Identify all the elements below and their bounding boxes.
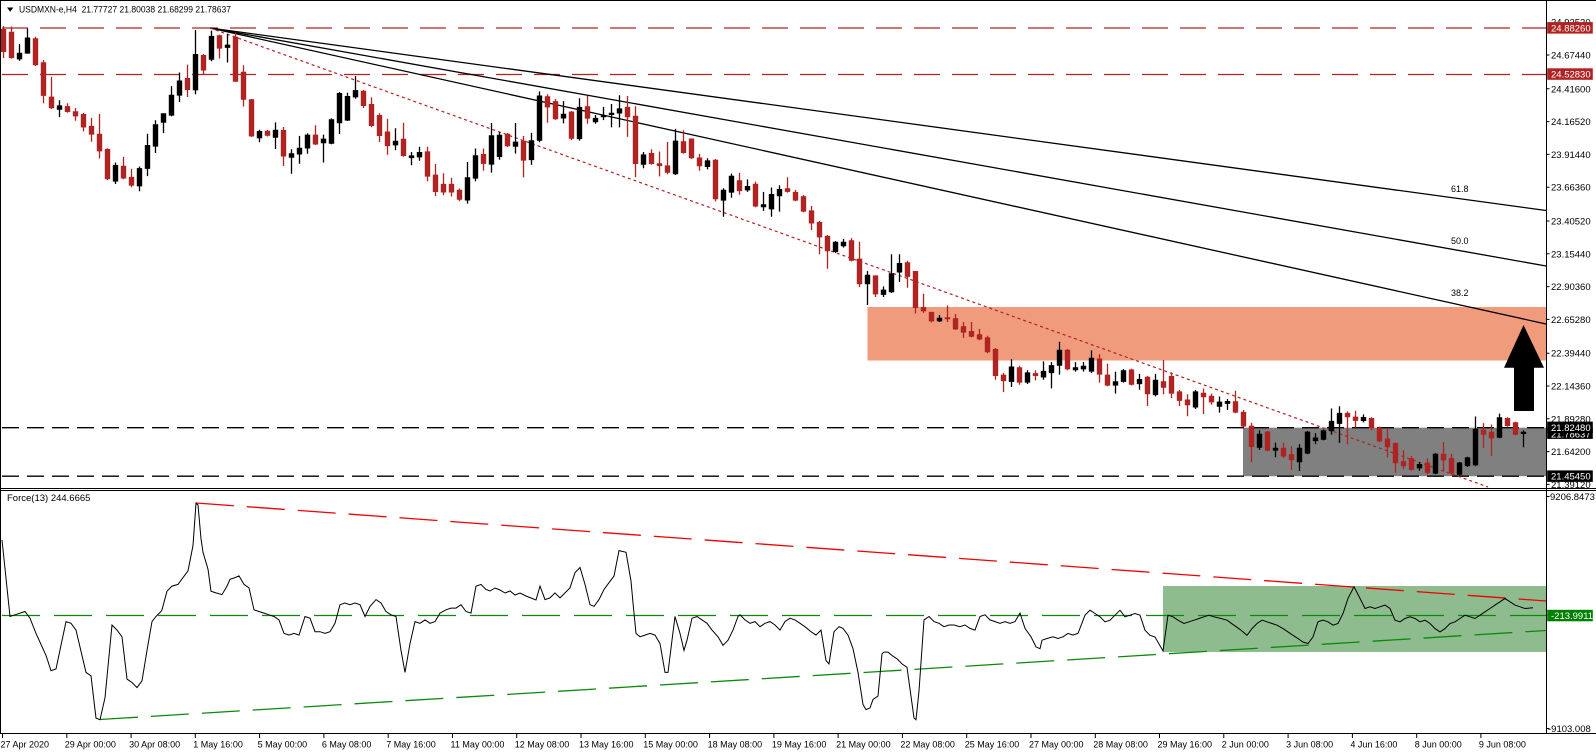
svg-text:38.2: 38.2 (1451, 288, 1469, 298)
svg-text:22 May 08:00: 22 May 08:00 (900, 740, 955, 750)
svg-text:21.82480: 21.82480 (1551, 423, 1591, 434)
svg-text:61.8: 61.8 (1451, 184, 1469, 194)
svg-text:12 May 08:00: 12 May 08:00 (515, 740, 570, 750)
svg-text:8 Jun 00:00: 8 Jun 00:00 (1415, 740, 1462, 750)
svg-text:13 May 16:00: 13 May 16:00 (579, 740, 634, 750)
svg-text:7 May 16:00: 7 May 16:00 (386, 740, 436, 750)
svg-text:27 Apr 2020: 27 Apr 2020 (1, 740, 50, 750)
svg-text:5 May 00:00: 5 May 00:00 (258, 740, 308, 750)
svg-text:-213.9911: -213.9911 (1551, 611, 1593, 622)
svg-text:22.14360: 22.14360 (1551, 382, 1591, 393)
svg-text:3 Jun 08:00: 3 Jun 08:00 (1286, 740, 1333, 750)
svg-text:23.66360: 23.66360 (1551, 183, 1591, 194)
svg-text:2 Jun 00:00: 2 Jun 00:00 (1222, 740, 1269, 750)
svg-text:1 May 16:00: 1 May 16:00 (193, 740, 243, 750)
svg-text:-9103.008: -9103.008 (1548, 724, 1591, 735)
svg-text:21.89280: 21.89280 (1551, 414, 1591, 425)
svg-text:21.45450: 21.45450 (1551, 472, 1591, 483)
svg-text:29 May 16:00: 29 May 16:00 (1158, 740, 1213, 750)
svg-text:21 May 00:00: 21 May 00:00 (836, 740, 891, 750)
svg-text:9206.8473: 9206.8473 (1550, 492, 1595, 503)
svg-text:Force(13) 244.6665: Force(13) 244.6665 (7, 493, 90, 504)
svg-text:24.52830: 24.52830 (1551, 70, 1591, 81)
svg-text:22.39440: 22.39440 (1551, 349, 1591, 360)
svg-text:22.65280: 22.65280 (1551, 315, 1591, 326)
svg-text:24.16520: 24.16520 (1551, 117, 1591, 128)
svg-text:21.78637: 21.78637 (1551, 430, 1591, 441)
svg-text:USDMXN-e,H4 21.77727 21.80038: USDMXN-e,H4 21.77727 21.80038 21.68299 2… (19, 5, 231, 15)
svg-text:24.88260: 24.88260 (1551, 23, 1591, 34)
svg-text:15 May 00:00: 15 May 00:00 (643, 740, 698, 750)
svg-text:24.67440: 24.67440 (1551, 51, 1591, 62)
svg-text:11 May 00:00: 11 May 00:00 (451, 740, 505, 750)
svg-text:19 May 16:00: 19 May 16:00 (772, 740, 827, 750)
svg-text:28 May 08:00: 28 May 08:00 (1093, 740, 1148, 750)
svg-text:21.64200: 21.64200 (1551, 447, 1591, 458)
svg-text:27 May 00:00: 27 May 00:00 (1029, 740, 1084, 750)
svg-text:23.91440: 23.91440 (1551, 150, 1591, 161)
svg-text:50.0: 50.0 (1451, 236, 1469, 246)
svg-text:23.15440: 23.15440 (1551, 249, 1591, 260)
svg-text:22.90360: 22.90360 (1551, 282, 1591, 293)
svg-text:23.40520: 23.40520 (1551, 217, 1591, 228)
svg-text:21.39120: 21.39120 (1551, 480, 1591, 491)
svg-text:29 Apr 00:00: 29 Apr 00:00 (65, 740, 116, 750)
svg-text:18 May 08:00: 18 May 08:00 (708, 740, 763, 750)
svg-text:4 Jun 16:00: 4 Jun 16:00 (1350, 740, 1397, 750)
svg-text:30 Apr 08:00: 30 Apr 08:00 (129, 740, 180, 750)
svg-text:24.41600: 24.41600 (1551, 84, 1591, 95)
svg-text:9 Jun 08:00: 9 Jun 08:00 (1479, 740, 1526, 750)
svg-text:25 May 16:00: 25 May 16:00 (965, 740, 1020, 750)
svg-text:6 May 08:00: 6 May 08:00 (322, 740, 372, 750)
